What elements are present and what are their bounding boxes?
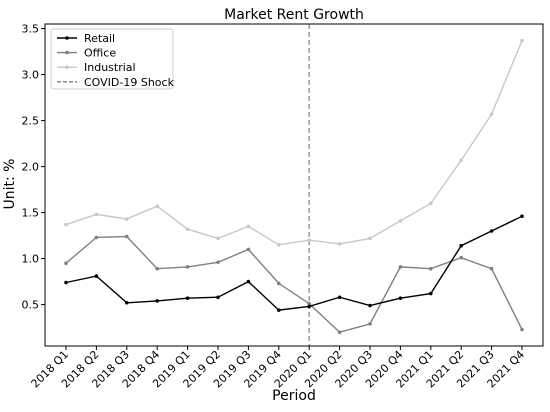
office-point (398, 265, 403, 269)
y-tick-label: 2.0 (22, 161, 40, 174)
office-point (125, 234, 129, 239)
office-point (459, 255, 464, 260)
axes-frame (44, 23, 544, 347)
plot-area (64, 24, 524, 346)
legend-label-covid-19-shock: COVID-19 Shock (84, 76, 175, 89)
office-point (489, 266, 494, 271)
y-tick-label: 3.0 (22, 69, 40, 82)
office-point (520, 327, 524, 332)
office-point (94, 235, 99, 240)
retail-point (459, 243, 464, 248)
retail-point (429, 291, 433, 296)
office-point (216, 260, 220, 265)
chart-title: Market Rent Growth (224, 7, 364, 23)
industrial-point (489, 112, 494, 116)
industrial-point (520, 38, 524, 43)
retail-point (520, 214, 524, 219)
office-point (368, 322, 372, 326)
industrial-point (277, 243, 281, 247)
industrial-point (155, 204, 159, 208)
legend-label-industrial: Industrial (84, 61, 136, 74)
legend-box (50, 28, 174, 90)
retail-point (125, 300, 129, 305)
retail-point (246, 279, 251, 284)
retail-point (307, 304, 312, 309)
legend-label-office: Office (84, 47, 116, 60)
office-point (307, 301, 312, 306)
y-axis-label: Unit: % (2, 159, 18, 210)
x-axis-label: Period (272, 388, 316, 404)
y-tick-label: 1.5 (22, 207, 40, 220)
y-tick-label: 1.0 (22, 253, 40, 266)
retail-point (337, 295, 342, 300)
office-point (155, 266, 159, 271)
office-line (65, 235, 523, 333)
industrial-point (246, 224, 251, 229)
retail-point (64, 280, 68, 285)
retail-point (489, 229, 494, 233)
office-point (185, 265, 190, 269)
industrial-line (65, 40, 523, 246)
industrial-point (337, 242, 342, 246)
legend-marker-retail (65, 36, 69, 40)
industrial-point (368, 236, 372, 241)
industrial-point (125, 217, 129, 221)
retail-point (185, 296, 190, 300)
industrial-point (64, 222, 68, 227)
industrial-point (185, 227, 190, 231)
retail-point (368, 303, 372, 308)
industrial-point (429, 201, 433, 206)
y-tick-label: 0.5 (22, 299, 40, 312)
office-point (64, 261, 68, 266)
industrial-point (307, 238, 312, 242)
legend-marker-office (65, 50, 69, 55)
office-point (337, 330, 342, 335)
office-point (429, 266, 433, 271)
industrial-point (94, 212, 99, 217)
retail-point (398, 296, 403, 300)
retail-line (65, 215, 523, 311)
retail-point (155, 299, 159, 303)
retail-point (277, 308, 281, 312)
y-tick-label: 2.5 (22, 115, 40, 128)
industrial-point (459, 158, 464, 162)
legend-marker-industrial (65, 65, 69, 69)
legend-label-retail: Retail (84, 32, 115, 45)
industrial-point (398, 219, 403, 223)
industrial-point (216, 236, 220, 241)
retail-point (216, 295, 220, 300)
y-tick-label: 3.5 (22, 23, 40, 36)
office-point (277, 281, 281, 286)
retail-point (94, 274, 99, 278)
office-point (246, 247, 251, 252)
